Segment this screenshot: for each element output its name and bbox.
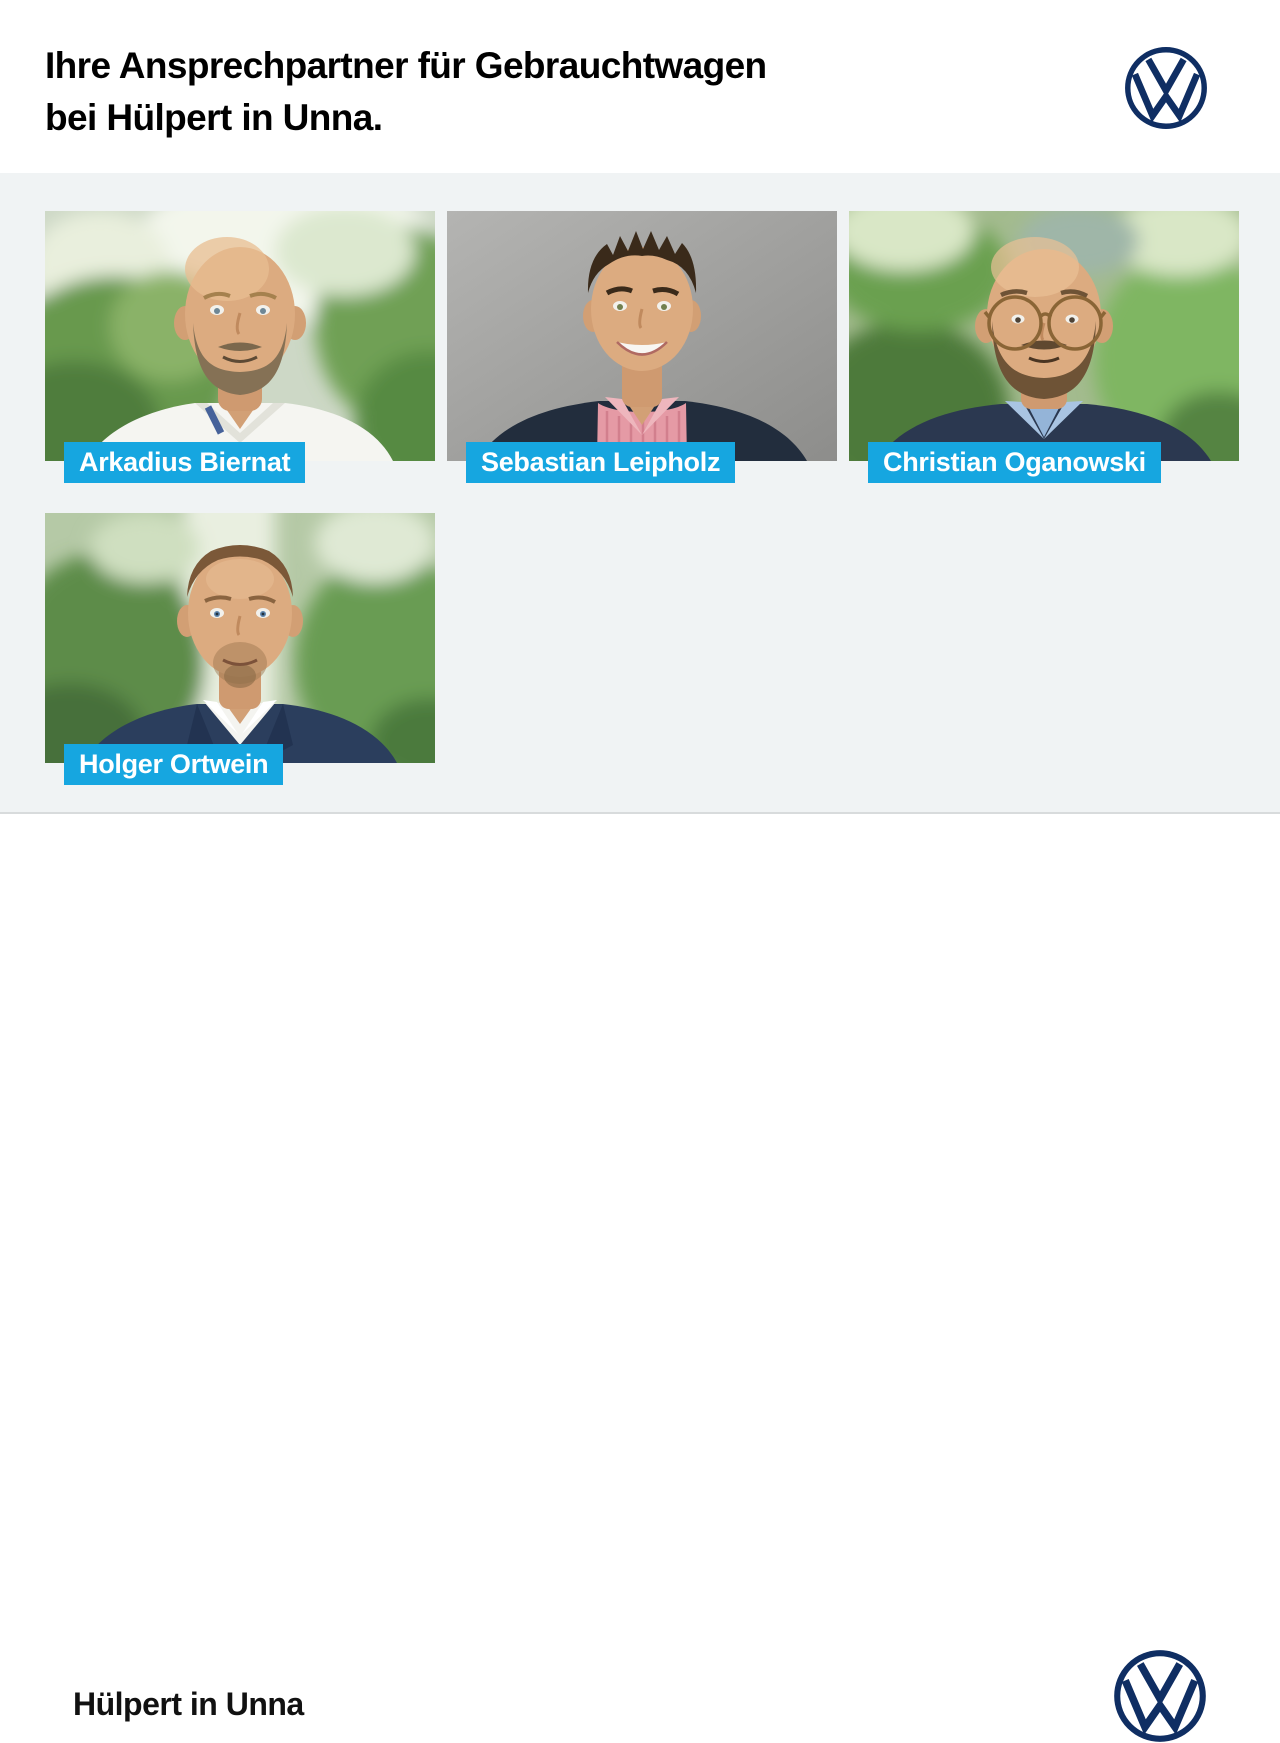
person-card: Holger Ortwein [45, 513, 435, 785]
page-title-line1: Ihre Ansprechpartner für Gebrauchtwagen [45, 45, 767, 86]
person-card: Arkadius Biernat [45, 211, 435, 483]
page-title: Ihre Ansprechpartner für Gebrauchtwagen … [45, 40, 767, 144]
dealer-name: Hülpert in Unna [73, 1686, 304, 1722]
header: Ihre Ansprechpartner für Gebrauchtwagen … [0, 0, 1280, 173]
portrait-photo [45, 513, 435, 763]
person-name-tag: Arkadius Biernat [64, 442, 306, 483]
portrait-photo [45, 211, 435, 461]
footer: Hülpert in Unna [0, 814, 1280, 1742]
vw-logo-icon [1124, 46, 1208, 130]
vw-logo-icon [1113, 1649, 1207, 1743]
person-name-tag: Holger Ortwein [64, 744, 284, 785]
portrait-photo [849, 211, 1239, 461]
person-name-tag: Sebastian Leipholz [466, 442, 736, 483]
page-title-line2: bei Hülpert in Unna. [45, 97, 383, 138]
person-name-tag: Christian Oganowski [868, 442, 1161, 483]
person-card: Christian Oganowski [849, 211, 1239, 483]
person-card: Sebastian Leipholz [447, 211, 837, 483]
team-section: Arkadius Biernat [0, 173, 1280, 814]
portrait-photo [447, 211, 837, 461]
